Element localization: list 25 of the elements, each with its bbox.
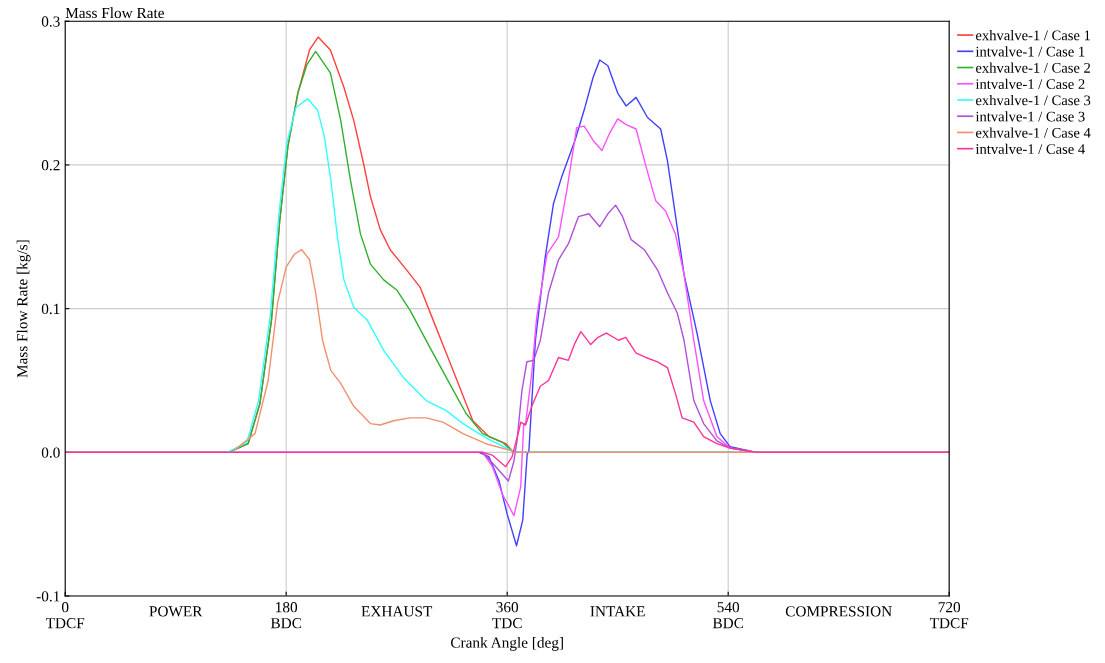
y-axis-title: Mass Flow Rate [kg/s] [16, 240, 31, 378]
legend-label: intvalve-1 / Case 4 [975, 143, 1085, 154]
x-tick-label: 180 BDC [270, 602, 302, 629]
y-tick-label: 0.2 [41, 160, 60, 171]
x-tick-label: 540 BDC [712, 602, 744, 629]
text: POWER [149, 606, 203, 617]
x-tick-label: 720 TDCF [929, 602, 969, 629]
legend-label: exhvalve-1 / Case 3 [976, 94, 1091, 106]
y-tick-label: 0.1 [41, 303, 60, 315]
y-tick-label: 0.0 [41, 447, 60, 458]
legend-label: intvalve-1 / Case 1 [975, 46, 1085, 57]
x-tick-label: 0 TDCF [45, 602, 85, 629]
legend-label: intvalve-1 / Case 3 [975, 111, 1085, 122]
text: COMPRESSION [785, 606, 892, 617]
text: INTAKE [590, 606, 645, 617]
text: EXHAUST [361, 606, 433, 617]
x-tick-label: 360 TDC [492, 602, 522, 629]
y-tick-label: 0.3 [41, 16, 60, 27]
legend-label: exhvalve-1 / Case 2 [976, 62, 1091, 73]
x-axis-title: Crank Angle [deg] [450, 636, 563, 651]
legend-label: exhvalve-1 / Case 1 [976, 30, 1090, 41]
legend-label: exhvalve-1 / Case 4 [976, 127, 1091, 138]
chart-title: Mass Flow Rate [65, 7, 164, 19]
legend-label: intvalve-1 / Case 2 [975, 78, 1085, 90]
y-tick-label: -0.1 [36, 591, 60, 602]
